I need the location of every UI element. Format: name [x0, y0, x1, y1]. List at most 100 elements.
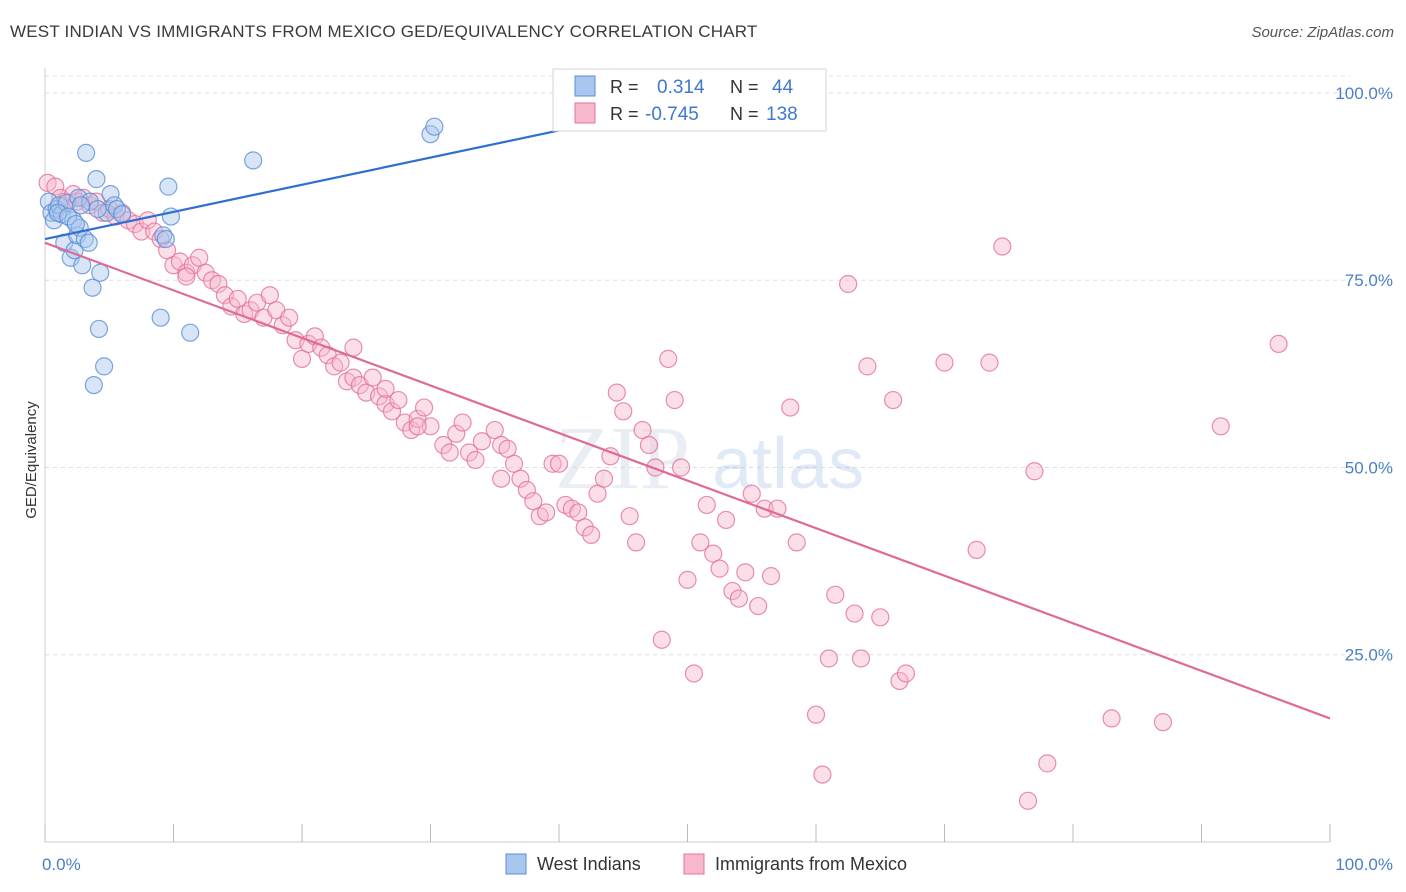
data-point	[459, 443, 479, 462]
data-point	[607, 383, 626, 402]
data-point	[575, 518, 594, 537]
data-point	[871, 608, 890, 627]
data-point	[280, 308, 299, 327]
data-point	[723, 581, 742, 601]
data-point	[980, 353, 999, 372]
data-point	[492, 469, 511, 488]
data-point	[736, 563, 755, 582]
data-point	[177, 267, 196, 286]
data-point	[181, 323, 200, 342]
data-point	[48, 203, 67, 222]
data-point	[569, 503, 588, 522]
data-point	[511, 469, 530, 488]
data-point	[408, 417, 427, 436]
x-tick-labels: 0.0% 100.0%	[42, 855, 1393, 874]
data-point	[1038, 754, 1057, 773]
stats-n-label-2: N =	[730, 104, 759, 124]
data-point	[79, 233, 98, 252]
data-point	[156, 229, 175, 249]
data-point	[582, 525, 601, 545]
data-point	[95, 357, 114, 376]
data-point	[691, 533, 710, 552]
data-point	[196, 263, 215, 282]
x-tick-label: 0.0%	[42, 855, 81, 874]
data-point	[97, 203, 116, 222]
stats-r-label-1: R =	[610, 77, 639, 97]
data-point	[633, 420, 652, 440]
stats-n-value-2: 138	[766, 104, 798, 125]
data-point	[659, 349, 678, 368]
data-point	[729, 589, 749, 608]
stats-swatch-blue	[574, 75, 596, 97]
data-point	[845, 604, 864, 623]
data-point	[292, 349, 312, 368]
stats-n-label-1: N =	[730, 77, 759, 97]
data-point	[190, 248, 209, 267]
data-point	[425, 117, 444, 136]
data-point	[151, 308, 170, 327]
data-point	[1025, 462, 1044, 481]
watermark-atlas: atlas	[712, 424, 864, 504]
y-tick-label: 75.0%	[1345, 271, 1393, 290]
watermark: ZIP atlas	[555, 409, 864, 508]
data-point	[761, 566, 781, 586]
data-point	[228, 289, 247, 309]
data-point	[524, 492, 543, 511]
data-point	[620, 507, 639, 526]
data-point	[678, 570, 697, 589]
data-point	[91, 263, 110, 282]
data-point	[421, 417, 440, 436]
data-point	[87, 170, 106, 189]
data-point	[1211, 417, 1230, 436]
legend-swatch-west-indians	[505, 853, 527, 875]
series-mexico-points	[38, 173, 1288, 810]
data-point	[69, 188, 88, 207]
data-point	[414, 398, 434, 417]
data-point	[993, 237, 1012, 256]
stats-swatch-pink	[574, 102, 596, 124]
data-point	[485, 420, 504, 440]
data-point	[1018, 791, 1038, 810]
data-point	[331, 353, 350, 372]
watermark-zip: ZIP	[555, 409, 690, 508]
chart-title: WEST INDIAN VS IMMIGRANTS FROM MEXICO GE…	[10, 22, 758, 41]
data-point	[594, 469, 614, 488]
series-west-indians-points	[39, 117, 444, 395]
legend: West Indians Immigrants from Mexico	[505, 853, 907, 875]
stats-r-value-1: 0.314	[657, 77, 705, 98]
data-point	[851, 649, 871, 668]
data-point	[671, 458, 691, 477]
data-point	[344, 368, 363, 387]
trend-line-west-indians	[44, 129, 560, 241]
data-point	[498, 439, 517, 458]
data-point	[967, 540, 986, 559]
data-point	[363, 368, 382, 387]
data-point	[101, 184, 120, 204]
data-point	[704, 544, 723, 563]
data-point	[59, 207, 78, 226]
data-point	[697, 495, 716, 515]
data-point	[71, 196, 91, 215]
y-tick-labels: 25.0% 50.0% 75.0% 100.0%	[1335, 84, 1393, 665]
data-point	[107, 199, 127, 219]
data-point	[84, 375, 103, 395]
data-point	[684, 664, 704, 683]
data-point	[209, 274, 228, 294]
data-point	[813, 765, 832, 784]
stats-n-value-1: 44	[772, 77, 794, 98]
data-point	[896, 664, 916, 683]
data-point	[549, 454, 569, 473]
data-point	[826, 585, 845, 604]
data-point	[244, 151, 263, 170]
data-point	[159, 177, 178, 196]
data-point	[749, 596, 768, 616]
data-point	[639, 435, 659, 455]
stats-r-label-2: R =	[610, 104, 639, 124]
data-point	[858, 357, 877, 376]
data-point	[453, 413, 472, 432]
data-point	[781, 398, 800, 417]
data-point	[466, 450, 485, 470]
data-point	[935, 353, 954, 372]
data-point	[370, 387, 389, 406]
y-tick-label: 25.0%	[1345, 646, 1393, 665]
